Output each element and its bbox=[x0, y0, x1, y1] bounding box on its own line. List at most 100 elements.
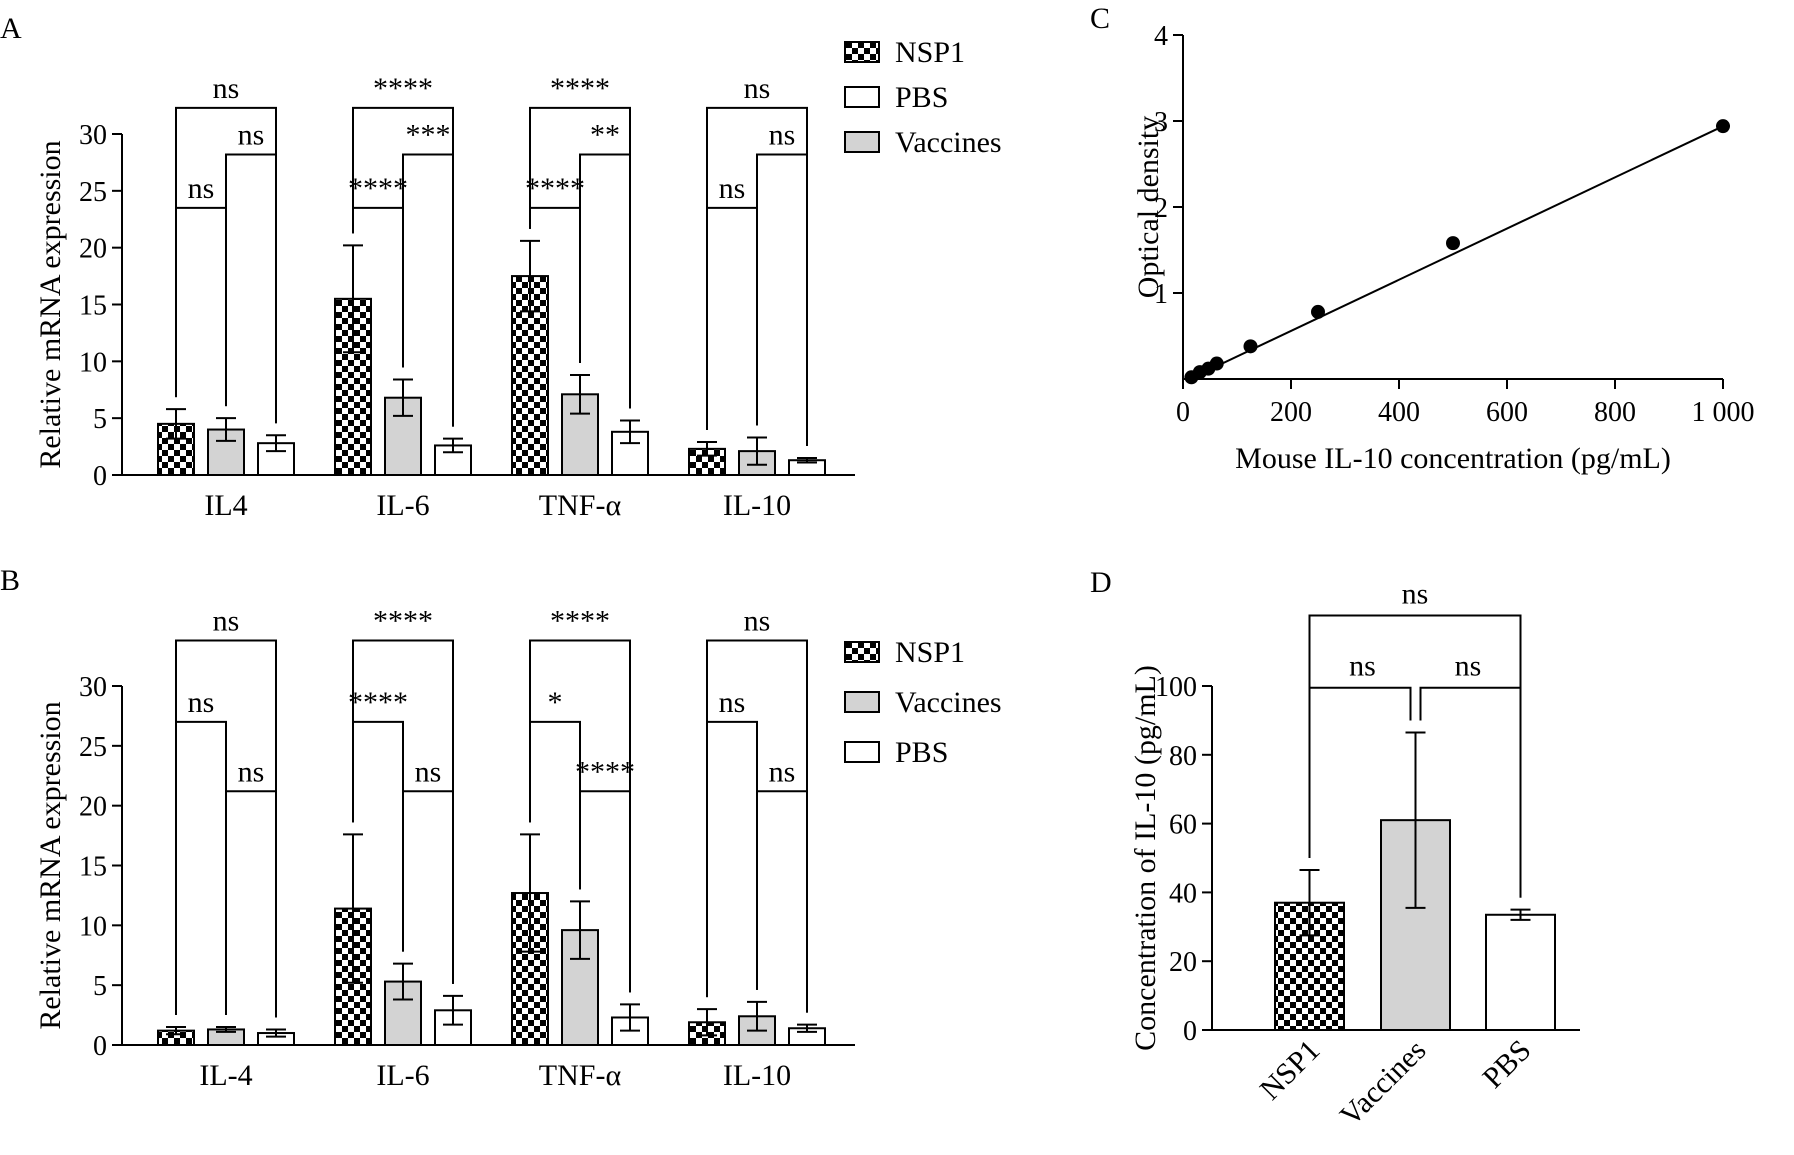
y-tick-label: 10 bbox=[79, 911, 107, 942]
significance-bracket bbox=[706, 106, 808, 446]
significance-label: **** bbox=[525, 172, 585, 205]
y-axis-title: Relative mRNA expression bbox=[34, 140, 67, 468]
significance-label: ns bbox=[188, 172, 215, 205]
legend-swatch bbox=[844, 691, 880, 713]
significance-label: ns bbox=[769, 755, 796, 788]
legend-label: PBS bbox=[895, 736, 948, 769]
y-tick-label: 30 bbox=[79, 120, 107, 151]
significance-bracket bbox=[402, 790, 454, 984]
data-point bbox=[1209, 356, 1224, 371]
data-point bbox=[1311, 304, 1325, 319]
y-tick-label: 5 bbox=[93, 971, 107, 1002]
significance-bracket bbox=[1308, 614, 1522, 898]
significance-label: ** bbox=[590, 118, 620, 151]
y-tick-label: 40 bbox=[1169, 878, 1197, 909]
significance-label: **** bbox=[348, 686, 408, 719]
significance-bracket bbox=[529, 639, 631, 993]
panel-c-chart: 1 2 3 4 0 200 400 600 800 1 000 Mouse IL-10 concen… bbox=[1132, 21, 1755, 475]
significance-bracket bbox=[529, 720, 581, 890]
significance-label: **** bbox=[373, 605, 433, 638]
x-tick-label: Vaccines bbox=[1334, 1034, 1433, 1133]
significance-bracket bbox=[175, 639, 277, 1018]
x-tick-label: 400 bbox=[1378, 397, 1420, 428]
y-tick-label: 2 bbox=[1154, 193, 1168, 224]
significance-label: ns bbox=[213, 605, 240, 638]
significance-bracket bbox=[175, 720, 227, 1016]
significance-label: ns bbox=[415, 755, 442, 788]
significance-label: ns bbox=[719, 172, 746, 205]
y-tick-label: 20 bbox=[79, 234, 107, 265]
legend-label: NSP1 bbox=[895, 636, 965, 669]
panel-label-d: D bbox=[1090, 566, 1112, 599]
x-tick-label: 800 bbox=[1594, 397, 1636, 428]
significance-label: ns bbox=[238, 755, 265, 788]
y-tick-label: 4 bbox=[1154, 21, 1168, 52]
y-tick-label: 10 bbox=[79, 347, 107, 378]
y-tick-label: 15 bbox=[79, 291, 107, 322]
legend-swatch bbox=[844, 641, 880, 663]
y-tick-label: 80 bbox=[1169, 741, 1197, 772]
y-axis-title: Optical density bbox=[1132, 116, 1165, 298]
panel-a-chart: 0 5 10 15 20 25 30 Relative mRNA expression IL4 I… bbox=[34, 36, 1002, 522]
significance-label: ns bbox=[1455, 650, 1482, 683]
y-tick-label: 0 bbox=[93, 1031, 107, 1062]
significance-label: **** bbox=[550, 72, 610, 105]
x-tick-label: 600 bbox=[1486, 397, 1528, 428]
y-tick-label: 0 bbox=[93, 461, 107, 492]
x-tick-label: PBS bbox=[1476, 1034, 1537, 1095]
data-point bbox=[1716, 119, 1730, 134]
significance-bracket bbox=[706, 206, 758, 431]
significance-label: **** bbox=[348, 172, 408, 205]
y-tick-label: 3 bbox=[1154, 107, 1168, 138]
legend-swatch bbox=[844, 741, 880, 763]
significance-label: ns bbox=[719, 686, 746, 719]
y-tick-label: 20 bbox=[1169, 947, 1197, 978]
significance-label: ns bbox=[213, 72, 240, 105]
x-tick-label: IL-6 bbox=[376, 489, 429, 522]
significance-label: * bbox=[548, 686, 563, 719]
panel-b-chart: 0 5 10 15 20 25 30 Relative mRNA expression IL-4… bbox=[34, 605, 1002, 1092]
significance-bracket bbox=[175, 206, 227, 407]
x-tick-label: 200 bbox=[1270, 397, 1312, 428]
legend-swatch bbox=[844, 86, 880, 108]
legend-swatch bbox=[844, 41, 880, 63]
x-tick-label: IL-10 bbox=[723, 1059, 791, 1092]
y-axis-title: Concentration of IL-10 (pg/mL) bbox=[1129, 665, 1162, 1051]
significance-bracket bbox=[225, 790, 277, 1018]
x-tick-label: IL-10 bbox=[723, 489, 791, 522]
significance-bracket bbox=[225, 153, 277, 424]
x-axis-title: Mouse IL-10 concentration (pg/mL) bbox=[1235, 442, 1671, 475]
significance-label: ns bbox=[744, 605, 771, 638]
x-tick-label: IL4 bbox=[204, 489, 247, 522]
panel-label-a: A bbox=[0, 12, 22, 45]
significance-label: ns bbox=[188, 686, 215, 719]
y-tick-label: 60 bbox=[1169, 810, 1197, 841]
significance-label: ns bbox=[744, 72, 771, 105]
significance-bracket bbox=[579, 153, 631, 409]
y-tick-label: 100 bbox=[1155, 672, 1197, 703]
significance-label: **** bbox=[373, 72, 433, 105]
significance-bracket bbox=[706, 639, 808, 1013]
x-tick-label: IL-6 bbox=[376, 1059, 429, 1092]
legend-label: PBS bbox=[895, 81, 948, 114]
significance-label: ns bbox=[769, 118, 796, 151]
significance-bracket bbox=[175, 106, 277, 424]
significance-label: **** bbox=[575, 755, 635, 788]
x-tick-label: 1 000 bbox=[1692, 397, 1755, 428]
fit-line bbox=[1190, 125, 1724, 380]
y-tick-label: 20 bbox=[79, 792, 107, 823]
data-point bbox=[1446, 236, 1460, 251]
significance-bracket bbox=[352, 106, 454, 427]
significance-bracket bbox=[529, 106, 631, 409]
y-tick-label: 0 bbox=[1183, 1016, 1197, 1047]
significance-label: ns bbox=[1402, 577, 1429, 610]
panel-label-b: B bbox=[0, 564, 20, 597]
y-tick-label: 15 bbox=[79, 852, 107, 883]
significance-bracket bbox=[352, 639, 454, 984]
data-point bbox=[1243, 339, 1258, 354]
y-tick-label: 5 bbox=[93, 404, 107, 435]
significance-label: ns bbox=[1349, 650, 1376, 683]
y-tick-label: 25 bbox=[79, 177, 107, 208]
significance-bracket bbox=[756, 153, 808, 446]
